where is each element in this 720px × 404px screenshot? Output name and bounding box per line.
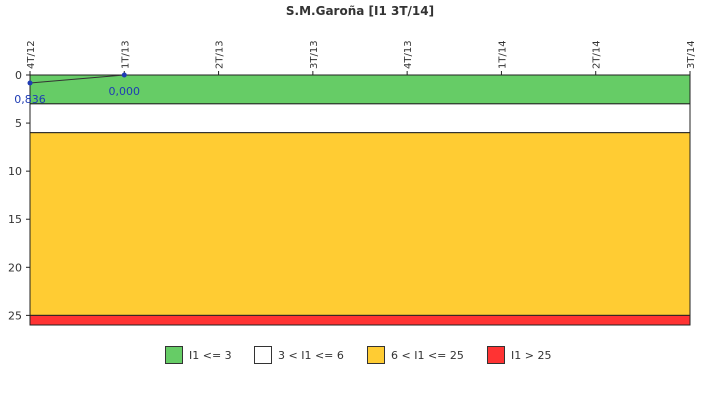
y-tick-label: 5 xyxy=(15,117,22,130)
legend-item: I1 > 25 xyxy=(487,344,551,366)
legend-item: 6 < I1 <= 25 xyxy=(367,344,464,366)
data-point xyxy=(121,72,127,78)
y-tick-label: 20 xyxy=(8,261,22,274)
legend-label: I1 > 25 xyxy=(511,348,552,362)
x-tick-label: 3T/13 xyxy=(309,40,320,69)
y-tick-label: 25 xyxy=(8,309,22,322)
legend: I1 <= 3 3 < I1 <= 6 6 < I1 <= 25 I1 > 25 xyxy=(0,344,720,368)
data-point xyxy=(27,80,33,86)
x-tick-label: 4T/13 xyxy=(403,40,414,69)
legend-label: 6 < I1 <= 25 xyxy=(391,348,464,362)
legend-swatch xyxy=(367,346,385,364)
data-label: 0,000 xyxy=(109,85,141,98)
chart-title: S.M.Garoña [I1 3T/14] xyxy=(286,4,434,18)
legend-item: I1 <= 3 xyxy=(165,344,232,366)
band-rect xyxy=(29,132,691,316)
x-tick-label: 1T/13 xyxy=(120,40,131,69)
legend-swatch xyxy=(165,346,183,364)
series-line xyxy=(29,74,125,84)
legend-swatch xyxy=(487,346,505,364)
x-tick-label: 3T/14 xyxy=(686,40,697,69)
legend-item: 3 < I1 <= 6 xyxy=(254,344,344,366)
legend-swatch xyxy=(254,346,272,364)
y-tick-label: 0 xyxy=(15,69,22,82)
band-rect xyxy=(29,314,691,326)
y-tick-label: 10 xyxy=(8,165,22,178)
band-rect xyxy=(29,74,691,105)
x-tick-label: 1T/14 xyxy=(497,40,508,69)
x-tick-label: 2T/14 xyxy=(592,40,603,69)
x-tick-label: 4T/12 xyxy=(26,40,37,69)
legend-label: I1 <= 3 xyxy=(189,348,232,362)
data-label: 0,836 xyxy=(14,93,46,106)
band-rect xyxy=(29,103,691,134)
x-tick-label: 2T/13 xyxy=(215,40,226,69)
y-tick-label: 15 xyxy=(8,213,22,226)
legend-label: 3 < I1 <= 6 xyxy=(278,348,344,362)
